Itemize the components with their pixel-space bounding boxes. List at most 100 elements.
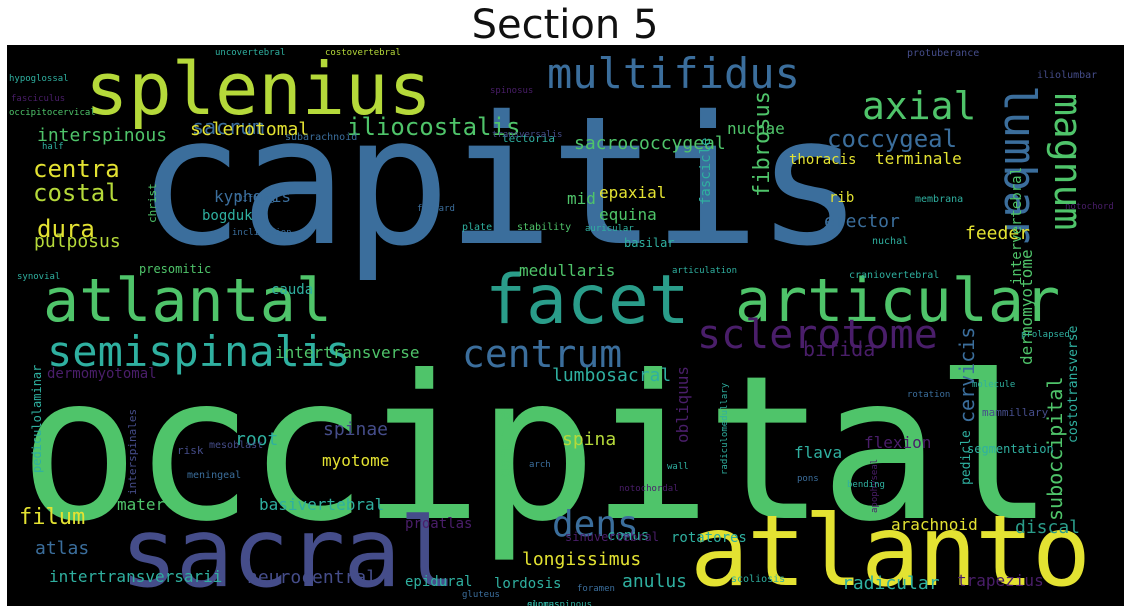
word-rotatores: rotatores	[671, 530, 747, 546]
chart-title: Section 5	[471, 2, 659, 48]
word-dens: dens	[552, 504, 639, 545]
word-rotation: rotation	[907, 390, 951, 400]
word-fibrosus: fibrosus	[750, 91, 775, 197]
word-trapezius: trapezius	[957, 571, 1044, 590]
word-epaxial: epaxial	[599, 183, 667, 202]
word-semispinalis: semispinalis	[47, 327, 351, 376]
word-feeder: feeder	[965, 223, 1031, 244]
word-radiculomedullary: radiculomedullary	[720, 382, 730, 475]
word-forward: forward	[417, 204, 455, 214]
word-mid: mid	[567, 189, 596, 208]
word-sacrum: sacrum	[192, 115, 265, 139]
word-spinosus: spinosus	[490, 86, 534, 96]
word-molecule: molecule	[972, 380, 1016, 390]
word-flava: flava	[794, 443, 843, 462]
word-rib: rib	[829, 190, 855, 206]
word-epidural: epidural	[405, 574, 473, 590]
word-occipital: occipital	[19, 333, 1055, 566]
word-filum: filum	[19, 505, 86, 530]
word-interspinous: interspinous	[37, 125, 168, 146]
word-nuchae: nuchae	[727, 119, 785, 138]
word-axial: axial	[862, 84, 977, 128]
word-meningeal: meningeal	[187, 470, 242, 481]
word-costal: costal	[33, 179, 120, 207]
word-lifting: lifting	[237, 194, 275, 204]
word-dermomyotomal: dermomyotomal	[47, 366, 157, 382]
word-neurocentral: neurocentral	[247, 567, 378, 588]
word-membrana: membrana	[915, 194, 964, 205]
word-risk: risk	[177, 444, 204, 457]
word-dura: dura	[37, 215, 95, 243]
word-cloud: capitis occipital sacral atlanto spleniu…	[7, 45, 1124, 606]
word-occipitocervical: occipitocervical	[9, 108, 96, 118]
word-conus: conus	[607, 528, 650, 544]
word-root: root	[235, 429, 279, 450]
word-atlas: atlas	[35, 538, 90, 559]
word-flexion: flexion	[864, 433, 932, 452]
word-atlantal: atlantal	[43, 266, 332, 336]
word-stability: stability	[517, 222, 572, 233]
word-discal: discal	[1015, 517, 1081, 538]
word-tectoria: tectoria	[502, 132, 555, 145]
word-prolapsed: prolapsed	[1021, 330, 1070, 340]
word-thoracis: thoracis	[789, 152, 857, 168]
word-articulation: articulation	[672, 266, 738, 276]
word-inclination: inclination	[232, 228, 292, 238]
word-pediculolaminar: pediculolaminar	[30, 364, 44, 473]
word-intertransverse: intertransverse	[275, 343, 420, 362]
word-foramen: foramen	[577, 584, 615, 594]
word-sclerotomal: sclerotomal	[190, 119, 310, 140]
word-auricular: auricular	[585, 224, 634, 234]
word-coccygeal: coccygeal	[827, 125, 958, 153]
word-pedicle: pedicle	[959, 430, 974, 485]
word-wall: wall	[667, 462, 689, 472]
word-hypoglossal: hypoglossal	[9, 74, 69, 84]
word-longissimus: longissimus	[522, 549, 642, 570]
word-nuchal: nuchal	[872, 236, 909, 247]
word-gluteus: gluteus	[462, 590, 500, 600]
word-plate: plate	[462, 222, 493, 233]
word-basilar: basilar	[624, 236, 675, 250]
word-obliquus: obliquus	[673, 365, 692, 443]
word-craniovertebral: craniovertebral	[849, 270, 940, 281]
word-medullaris: medullaris	[519, 261, 616, 280]
word-arch: arch	[529, 460, 551, 470]
word-anulus: anulus	[622, 571, 688, 592]
word-segmentation: segmentation	[967, 442, 1054, 456]
word-pons: pons	[797, 474, 819, 484]
word-half: half	[42, 142, 64, 152]
word-mammillary: mammillary	[982, 406, 1049, 419]
word-pulposus: pulposus	[34, 231, 121, 252]
word-intertransversarii: intertransversarii	[49, 567, 223, 586]
word-fasciculus: fasciculus	[11, 94, 66, 104]
word-subarachnoid: subarachnoid	[285, 132, 358, 143]
word-splenius: splenius	[85, 47, 432, 131]
word-multifidus: multifidus	[547, 49, 800, 98]
word-presomitic: presomitic	[139, 262, 212, 276]
word-sacrococcygeal: sacrococcygeal	[574, 133, 726, 154]
word-iliocostalis: iliocostalis	[347, 113, 521, 141]
word-terminale: terminale	[875, 149, 962, 168]
word-bending: bending	[847, 480, 885, 490]
word-ligamenta: ligamenta	[495, 410, 514, 497]
word-lumbosacral: lumbosacral	[552, 365, 672, 386]
word-costovertebral: costovertebral	[325, 48, 401, 58]
word-dermomyotome: dermomyotome	[1017, 249, 1036, 365]
word-notochordal: notochordal	[619, 484, 679, 494]
word-bogduk: bogduk	[202, 208, 253, 224]
word-notochord: notochord	[1065, 202, 1114, 212]
word-christ: christ	[146, 183, 159, 223]
word-sclerotome: sclerotome	[697, 312, 938, 358]
word-scoliosis: scoliosis	[731, 574, 786, 585]
word-cauda: cauda	[271, 282, 314, 298]
word-mesoblast: mesoblast	[209, 440, 264, 451]
word-facet: facet	[485, 261, 690, 340]
word-interspinales: interspinales	[126, 408, 139, 495]
word-spina: spina	[562, 429, 617, 450]
word-lordosis: lordosis	[494, 576, 562, 592]
word-basivertebral: basivertebral	[259, 495, 385, 514]
word-bifida: bifida	[803, 337, 876, 361]
word-myotome: myotome	[322, 451, 390, 470]
word-sacral: sacral	[120, 497, 457, 606]
word-atlanto: atlanto	[690, 495, 1091, 606]
